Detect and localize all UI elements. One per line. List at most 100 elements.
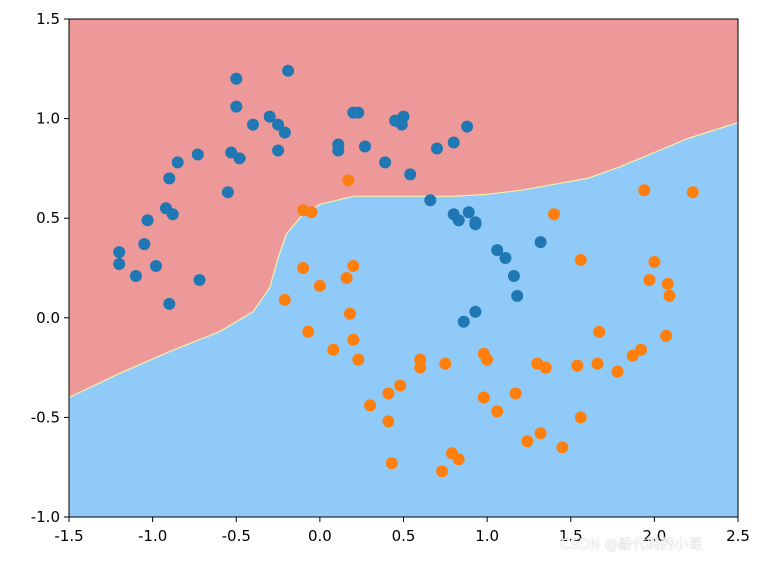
- scatter-point-series-0-36: [447, 136, 460, 149]
- scatter-point-series-0-5: [150, 260, 162, 272]
- scatter-point-series-1-44: [643, 274, 656, 286]
- scatter-point-series-0-10: [171, 156, 184, 169]
- scatter-point-series-1-1: [305, 206, 318, 219]
- y-tick-label-5: 1.5: [36, 10, 60, 28]
- scatter-point-series-1-38: [591, 357, 604, 370]
- scatter-point-series-1-10: [344, 307, 356, 320]
- scatter-point-series-1-32: [539, 361, 552, 374]
- scatter-point-series-0-32: [395, 118, 408, 131]
- scatter-point-series-1-41: [626, 349, 639, 362]
- axes: -1.5 -1.0 -0.5 0.0 0.5 1.0 1.5 2.0 2.5-1.0-0.50.…: [31, 10, 750, 545]
- scatter-point-series-1-3: [278, 293, 291, 306]
- scatter-point-series-0-28: [359, 140, 371, 153]
- x-tick-label-6: 1.5: [559, 527, 583, 545]
- watermark: CSDN @敲代码的小哥: [560, 537, 703, 553]
- scatter-point-series-1-14: [382, 387, 395, 400]
- y-tick-label-2: 0.0: [36, 309, 60, 327]
- y-tick-label-1: -0.5: [31, 408, 60, 426]
- scatter-points: [113, 64, 699, 478]
- scatter-point-series-1-9: [347, 260, 360, 272]
- x-tick-label-1: -1.0: [138, 527, 167, 545]
- x-tick-label-8: 2.5: [726, 527, 750, 545]
- scatter-point-series-0-2: [129, 270, 142, 282]
- scatter-point-series-1-42: [635, 343, 647, 356]
- y-tick-label-3: 0.5: [36, 209, 60, 227]
- scatter-point-series-1-49: [686, 186, 699, 199]
- scatter-point-series-0-25: [332, 144, 345, 157]
- scatter-point-series-0-8: [163, 297, 176, 310]
- scatter-point-series-0-21: [272, 144, 285, 157]
- scatter-point-series-1-20: [436, 465, 448, 478]
- scatter-point-series-1-13: [364, 399, 377, 412]
- y-tick-label-0: -1.0: [31, 508, 60, 526]
- scatter-point-series-0-14: [225, 146, 238, 159]
- x-tick-label-0: -1.5: [54, 527, 83, 545]
- scatter-point-series-0-46: [511, 289, 524, 302]
- scatter-point-series-0-18: [247, 118, 259, 131]
- scatter-point-series-0-45: [507, 270, 520, 282]
- scatter-point-series-0-38: [452, 214, 465, 227]
- scatter-point-series-1-11: [347, 333, 360, 346]
- y-tick-label-4: 1.0: [36, 110, 60, 128]
- scatter-point-series-1-17: [394, 379, 407, 392]
- scatter-point-series-0-49: [469, 305, 482, 318]
- scatter-point-series-1-29: [521, 435, 534, 448]
- x-tick-label-4: 0.5: [392, 527, 416, 545]
- scatter-point-series-1-21: [439, 357, 452, 370]
- scatter-point-series-1-15: [382, 415, 395, 428]
- scatter-point-series-0-34: [424, 194, 437, 207]
- scatter-point-series-1-34: [556, 441, 569, 454]
- x-tick-label-2: -0.5: [222, 527, 251, 545]
- scatter-point-series-1-4: [297, 262, 310, 274]
- scatter-point-series-0-7: [163, 172, 176, 185]
- scatter-point-series-1-25: [481, 353, 494, 366]
- scatter-point-series-0-16: [230, 100, 243, 113]
- lower-region: [69, 122, 738, 517]
- scatter-point-series-1-19: [414, 361, 427, 374]
- scatter-point-series-1-23: [452, 453, 465, 466]
- scatter-point-series-1-36: [574, 411, 587, 424]
- scatter-point-series-0-39: [461, 120, 474, 133]
- scatter-point-series-1-28: [509, 387, 522, 400]
- scatter-point-series-0-9: [166, 208, 179, 221]
- scatter-point-series-0-19: [263, 110, 276, 123]
- scatter-point-series-1-40: [611, 365, 624, 378]
- scatter-point-series-0-0: [113, 246, 126, 259]
- scatter-point-series-0-1: [113, 258, 126, 270]
- scatter-point-series-1-47: [661, 277, 674, 290]
- scatter-point-series-1-48: [663, 289, 676, 302]
- decision-boundary-line: [69, 122, 738, 399]
- scatter-point-series-0-13: [221, 186, 234, 199]
- scatter-point-series-0-22: [278, 126, 291, 139]
- scatter-point-series-0-27: [352, 106, 365, 119]
- scatter-point-series-1-5: [302, 325, 315, 338]
- scatter-point-series-1-8: [340, 272, 353, 284]
- scatter-point-series-0-48: [457, 315, 470, 328]
- scatter-point-series-0-42: [469, 218, 482, 231]
- scatter-point-series-1-12: [352, 353, 365, 366]
- scatter-point-series-0-15: [230, 72, 243, 85]
- scatter-point-series-0-29: [379, 156, 392, 169]
- scatter-point-series-0-17: [233, 152, 246, 165]
- scatter-point-series-1-2: [342, 174, 355, 187]
- scatter-point-series-1-6: [313, 279, 326, 292]
- scatter-point-series-1-27: [491, 405, 504, 418]
- scatter-point-series-0-47: [534, 236, 547, 249]
- scatter-point-series-0-4: [141, 214, 154, 227]
- scatter-point-series-0-43: [491, 244, 504, 257]
- scatter-point-series-1-43: [638, 184, 651, 197]
- scatter-point-series-0-11: [191, 148, 204, 161]
- scatter-point-series-1-45: [648, 256, 661, 268]
- scatter-point-series-0-3: [138, 238, 151, 251]
- x-tick-label-3: 0.0: [308, 527, 332, 545]
- scatter-point-series-0-23: [282, 64, 295, 77]
- x-tick-label-7: 2.0: [642, 527, 666, 545]
- scatter-point-series-0-20: [272, 118, 285, 131]
- scatter-point-series-1-39: [593, 325, 606, 338]
- scatter-point-series-0-35: [431, 142, 443, 155]
- x-tick-label-5: 1.0: [475, 527, 499, 545]
- scatter-point-series-0-12: [193, 274, 206, 286]
- scatter-point-series-1-35: [571, 359, 584, 372]
- scatter-point-series-0-33: [404, 168, 417, 181]
